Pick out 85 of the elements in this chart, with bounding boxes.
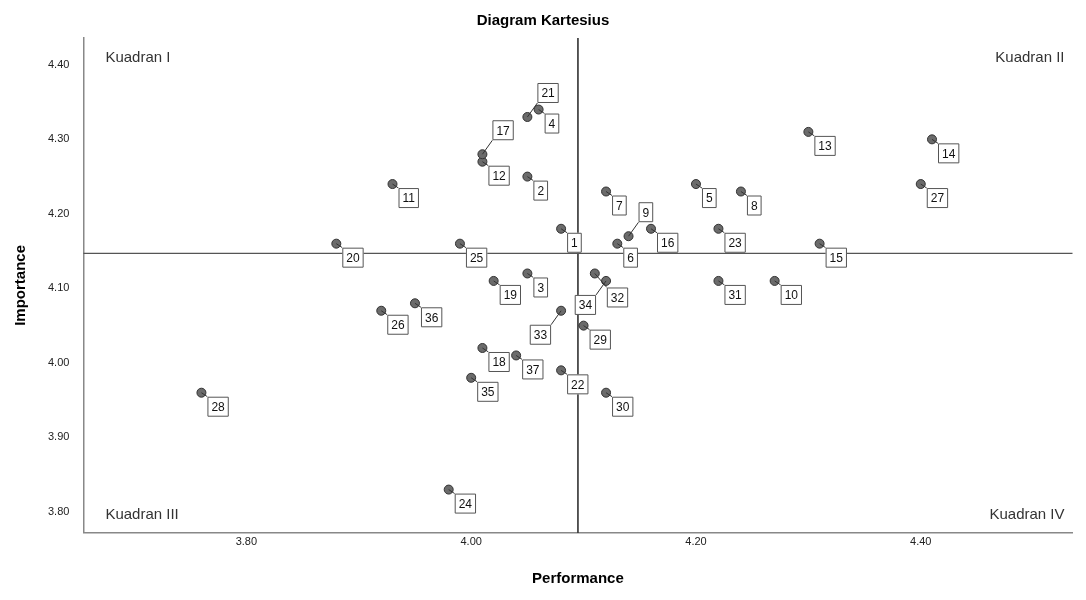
point [488,275,499,286]
point [522,268,533,279]
annotation: 37 [526,362,540,377]
annotation: 26 [391,318,405,333]
annotation: 30 [616,400,630,415]
annotation: 7 [616,198,624,213]
chart-title: Diagram Kartesius [476,11,610,29]
x-tick-label: 4.00 [460,535,482,548]
point [409,298,420,309]
y-tick-label: 4.40 [47,57,70,70]
point [556,305,567,316]
annotation: 10 [784,288,799,303]
annotation: 2 [537,183,545,198]
y-tick-label: 3.90 [47,430,70,443]
annotation: 5 [705,191,713,206]
annotation: 18 [492,355,507,370]
point [735,186,746,197]
annotation: 31 [728,288,743,303]
annotation: 24 [458,496,473,511]
annotation: 33 [533,328,548,343]
point [589,268,600,279]
y-tick-label: 4.20 [47,206,70,219]
annotation: 17 [496,123,511,138]
point [915,179,926,190]
y-tick-label: 4.00 [47,355,70,368]
y-tick-label: 4.10 [47,281,70,294]
point [601,387,612,398]
point [522,171,533,182]
annotation: 34 [578,298,593,313]
annotation: 13 [818,139,833,154]
point [454,238,465,249]
annotation: 6 [627,250,635,265]
point [927,134,937,145]
point [803,126,814,137]
y-tick-label: 4.30 [47,132,70,145]
annotation: 36 [424,310,439,325]
y-tick-label: 3.80 [47,504,70,517]
point [387,179,398,190]
annotation: 4 [548,116,556,131]
y-axis-title: Importance [11,244,29,326]
point [623,231,634,242]
annotation: 25 [469,250,484,265]
point [522,111,533,122]
point [443,484,454,495]
point [477,343,488,353]
point [477,149,488,160]
x-tick-label: 4.20 [685,535,707,548]
point [713,223,724,234]
annotation: Kuadran I [105,47,171,65]
point [533,104,544,115]
point [690,179,701,190]
point [769,275,780,286]
annotation: Kuadran IV [989,505,1065,523]
annotation: 32 [610,290,625,305]
point [556,223,567,234]
annotation: 22 [571,377,585,392]
x-tick-label: 4.40 [910,535,932,548]
annotation: 9 [642,205,650,220]
annotation: 21 [541,86,556,101]
annotation: Kuadran III [105,505,179,523]
annotation: 35 [481,385,495,400]
annotation: 1 [571,236,579,251]
point [511,350,522,361]
point [814,238,825,249]
x-axis-title: Performance [532,569,624,587]
annotation: 20 [346,250,360,265]
annotation: 19 [503,288,518,303]
annotation: 14 [942,146,956,161]
annotation: Kuadran II [995,47,1065,65]
annotation: 8 [750,198,758,213]
annotation: 27 [930,191,945,206]
point [713,275,724,286]
annotation: 28 [211,400,226,415]
point [466,372,477,383]
annotation: 11 [402,191,416,206]
annotation: 12 [492,169,507,184]
annotation: 29 [593,332,608,347]
annotation: 23 [728,236,743,251]
annotation: 3 [537,280,545,295]
annotation: 15 [829,250,844,265]
point [578,320,589,331]
point [196,387,207,398]
x-tick-label: 3.80 [235,535,258,548]
annotation: 16 [661,236,675,251]
point [556,365,567,376]
